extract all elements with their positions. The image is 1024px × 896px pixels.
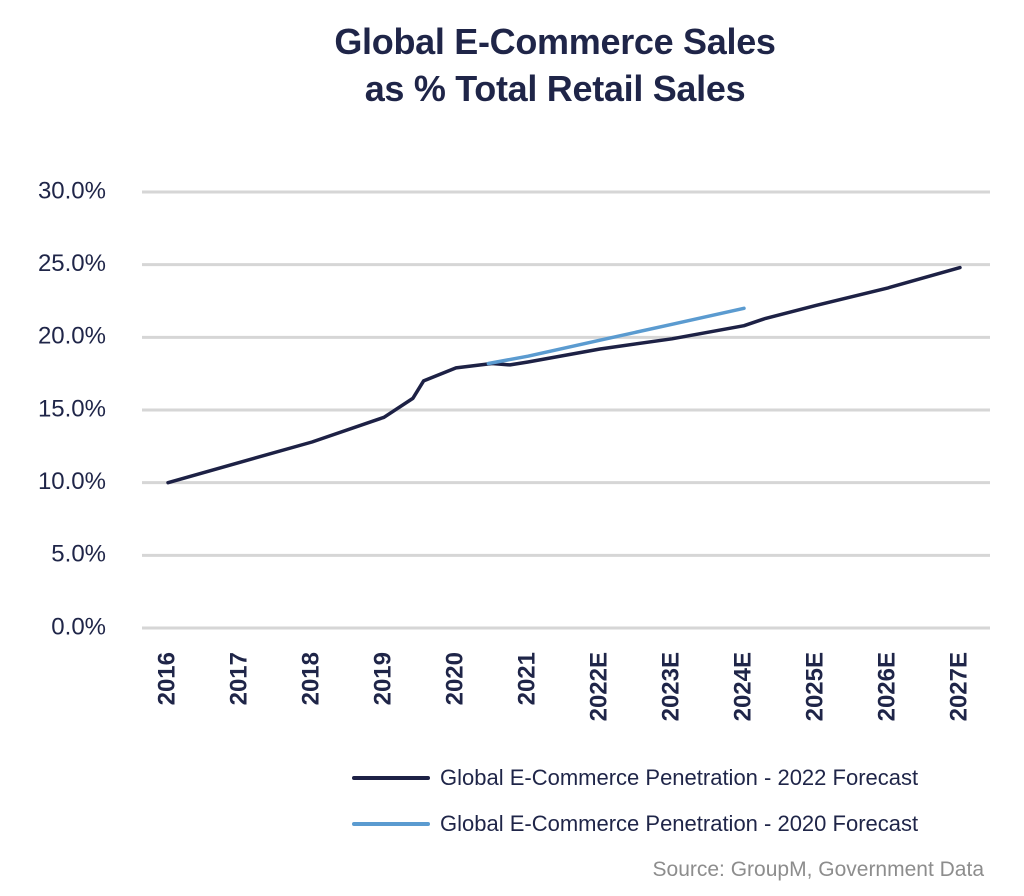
x-tick-label: 2018 [297, 652, 324, 705]
x-tick-label: 2022E [585, 652, 612, 721]
y-tick-label: 10.0% [38, 468, 106, 495]
chart-title: Global E-Commerce Sales as % Total Retai… [0, 18, 1024, 112]
x-tick-label: 2017 [225, 652, 252, 705]
chart-title-line-2: as % Total Retail Sales [364, 68, 746, 109]
y-tick-label: 15.0% [38, 395, 106, 422]
x-tick-label: 2024E [729, 652, 756, 721]
y-tick-label: 5.0% [51, 541, 106, 568]
gridlines [142, 190, 990, 630]
legend-swatch-2022-forecast [352, 776, 430, 780]
x-tick-label: 2027E [945, 652, 972, 721]
legend-label-2020-forecast: Global E-Commerce Penetration - 2020 For… [440, 811, 919, 836]
x-tick-label: 2026E [873, 652, 900, 721]
y-tick-label: 30.0% [38, 177, 106, 204]
legend-label-2022-forecast: Global E-Commerce Penetration - 2022 For… [440, 765, 919, 790]
series-line-2022-forecast [166, 265, 962, 485]
x-tick-label: 2021 [513, 652, 540, 705]
x-tick-label: 2019 [369, 652, 396, 705]
legend-item-2020-forecast: Global E-Commerce Penetration - 2020 For… [352, 809, 918, 839]
x-tick-label: 2016 [153, 652, 180, 705]
series-lines [166, 265, 962, 485]
y-axis-tick-labels: 0.0% 5.0% 10.0% 15.0% 20.0% 25.0% 30.0% [38, 177, 106, 640]
x-tick-label: 2020 [441, 652, 468, 705]
x-tick-label: 2023E [657, 652, 684, 721]
y-tick-label: 20.0% [38, 323, 106, 350]
series-line-2020-forecast [486, 306, 746, 366]
y-tick-label: 25.0% [38, 250, 106, 277]
legend-swatch-2020-forecast [352, 822, 430, 826]
x-axis-tick-labels: 2016 2017 2018 2019 2020 2021 2022E 2023E 2024E 2… [153, 652, 972, 721]
source-note: Source: GroupM, Government Data [652, 858, 984, 881]
y-tick-label: 0.0% [51, 613, 106, 640]
legend-item-2022-forecast: Global E-Commerce Penetration - 2022 For… [352, 763, 918, 793]
x-tick-label: 2025E [801, 652, 828, 721]
chart-title-line-1: Global E-Commerce Sales [334, 21, 776, 62]
